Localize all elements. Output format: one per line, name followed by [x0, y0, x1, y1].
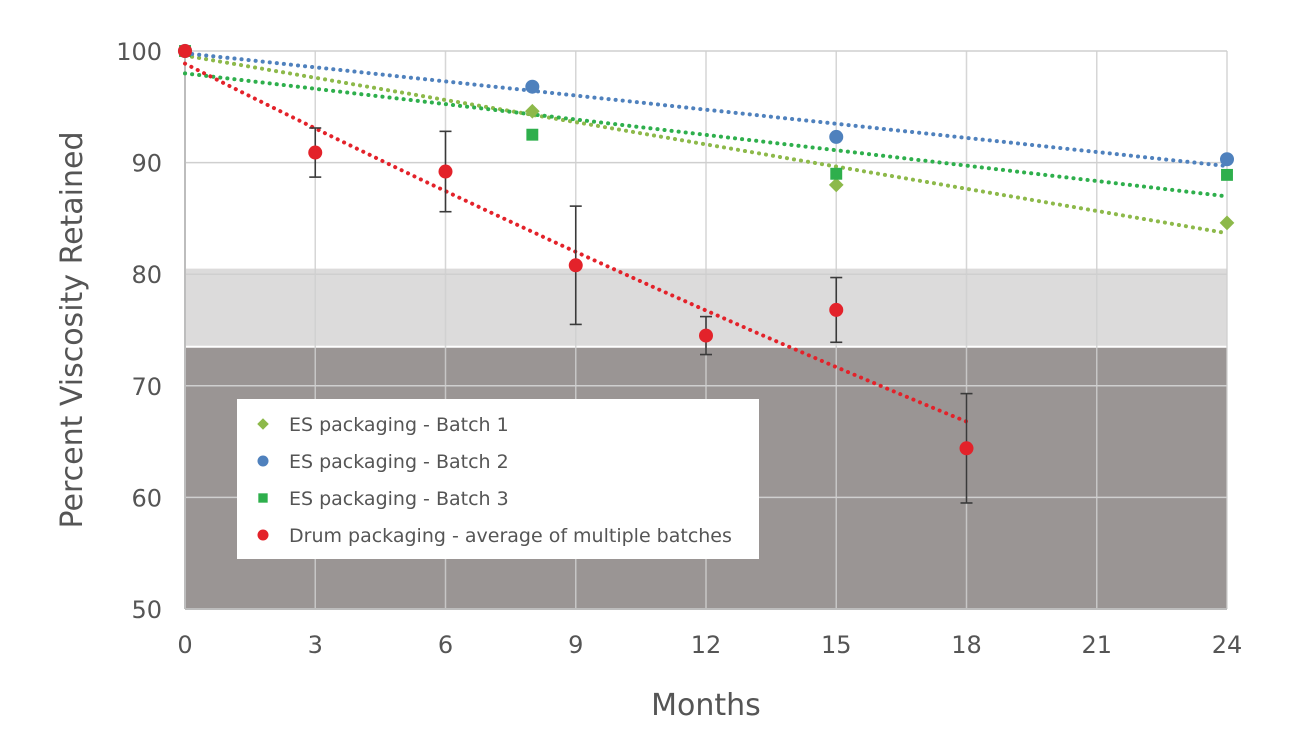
legend-marker-2 [257, 455, 269, 467]
axes [184, 51, 1227, 610]
point-series-4-4 [699, 328, 713, 343]
x-tick-label-15: 15 [821, 631, 852, 659]
point-series-2-3 [1220, 152, 1234, 167]
trendline-series-3 [183, 71, 1229, 199]
x-tick-label-12: 12 [691, 631, 722, 659]
tick-labels: 50 60 70 80 90 100 0 3 6 9 12 15 18 21 24 [116, 38, 1242, 659]
x-tick-label-6: 6 [438, 631, 453, 659]
x-tick-label-18: 18 [951, 631, 982, 659]
legend-marker-4 [257, 529, 269, 541]
legend-entry-1: ES packaging - Batch 1 [257, 414, 509, 436]
trendline-series-2 [183, 51, 1229, 169]
legend-entry-2: ES packaging - Batch 2 [257, 451, 509, 473]
legend-marker-1 [257, 418, 269, 430]
y-tick-label-60: 60 [131, 484, 162, 512]
x-axis-title: Months [651, 688, 761, 723]
legend: ES packaging - Batch 1 ES packaging - Bat… [237, 399, 759, 559]
point-series-1-3 [1219, 215, 1235, 231]
point-series-3-1 [526, 128, 539, 141]
point-series-1-1 [524, 103, 540, 119]
point-series-4-1 [308, 145, 323, 160]
legend-entry-4: Drum packaging - average of multiple bat… [257, 525, 732, 547]
trendline-series-1 [183, 53, 1229, 236]
data-points [177, 43, 1235, 456]
legend-marker-3 [258, 493, 268, 503]
x-tick-label-21: 21 [1081, 631, 1112, 659]
y-tick-label-90: 90 [131, 150, 162, 178]
point-series-4-3 [568, 258, 583, 273]
point-series-3-3 [1221, 168, 1233, 181]
point-series-4-6 [959, 441, 974, 456]
point-series-4-2 [438, 164, 453, 179]
point-series-4-0 [178, 44, 192, 58]
point-series-4-5 [829, 302, 844, 317]
y-axis-title: Percent Viscosity Retained [55, 131, 90, 528]
legend-label-4: Drum packaging - average of multiple bat… [289, 525, 732, 547]
point-series-2-2 [829, 129, 844, 144]
x-tick-label-3: 3 [308, 631, 323, 659]
legend-label-3: ES packaging - Batch 3 [289, 488, 509, 510]
legend-label-1: ES packaging - Batch 1 [289, 414, 509, 436]
point-series-3-2 [830, 167, 843, 180]
y-tick-label-100: 100 [116, 38, 162, 66]
x-tick-label-24: 24 [1212, 631, 1243, 659]
legend-entry-3: ES packaging - Batch 3 [258, 488, 509, 510]
legend-label-2: ES packaging - Batch 2 [289, 451, 509, 473]
x-tick-label-9: 9 [568, 631, 583, 659]
point-series-2-1 [525, 79, 540, 94]
point-series-1-2 [828, 177, 844, 193]
y-tick-label-80: 80 [131, 261, 162, 289]
y-tick-label-50: 50 [131, 596, 162, 624]
legend-box [237, 399, 759, 559]
x-tick-label-0: 0 [177, 631, 192, 659]
y-tick-label-70: 70 [131, 373, 162, 401]
